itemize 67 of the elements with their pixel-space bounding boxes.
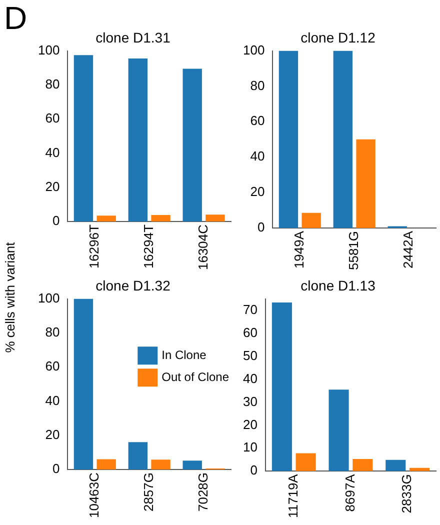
x-tick-label: 8697A (342, 474, 358, 512)
chart-title: clone D1.32 (96, 277, 171, 294)
bar (151, 460, 170, 470)
y-tick-label: 100 (38, 42, 60, 58)
x-tick-label: 1949A (291, 230, 306, 269)
chart-title: clone D1.12 (300, 29, 376, 46)
y-axis-title: % cells with variant (2, 241, 18, 355)
bar (272, 302, 292, 472)
x-tick-label: 16304C (195, 224, 210, 270)
bar (182, 68, 202, 222)
x-tick-label: 10463C (86, 472, 102, 518)
bar (96, 459, 116, 470)
x-tick-label: 2857G (140, 472, 156, 512)
y-tick-label: 30 (242, 394, 258, 409)
bar (182, 460, 202, 470)
y-tick-label: 20 (242, 416, 258, 432)
y-tick-label: 40 (250, 148, 265, 164)
y-tick-label: 100 (38, 290, 60, 306)
bar (206, 214, 225, 222)
bar (74, 55, 94, 222)
y-tick-label: 0 (250, 462, 258, 478)
y-tick-label: 40 (45, 392, 60, 408)
bar (386, 460, 406, 472)
y-tick-label: 70 (242, 302, 258, 317)
x-tick-label: 16294T (140, 224, 156, 269)
x-tick-label: 5581G (346, 230, 361, 270)
text: D (4, 0, 28, 36)
bar (151, 214, 170, 222)
y-tick-label: 40 (45, 144, 60, 160)
y-tick-label: 20 (45, 426, 60, 442)
y-tick-label: 60 (250, 113, 265, 128)
bar (352, 458, 373, 472)
y-tick-label: 10 (242, 440, 258, 455)
bar (409, 468, 430, 472)
chart-title: clone D1.13 (300, 277, 376, 294)
bar (296, 453, 316, 472)
y-tick-label: 0 (52, 213, 60, 228)
bar (128, 442, 148, 470)
bar (333, 50, 353, 228)
y-tick-label: 80 (250, 78, 265, 93)
bar (278, 50, 298, 228)
y-tick-label: 20 (45, 178, 60, 194)
y-tick-label: 60 (242, 324, 258, 340)
legend-label: In Clone (162, 348, 207, 362)
y-tick-label: 0 (257, 220, 265, 235)
y-tick-label: 60 (45, 358, 60, 374)
y-tick-label: 50 (242, 348, 258, 363)
x-tick-label: 7028G (195, 472, 210, 512)
y-tick-label: 20 (250, 184, 265, 200)
x-tick-label: 16296T (86, 224, 102, 269)
y-tick-label: 80 (45, 76, 60, 92)
x-tick-label: 11719A (285, 474, 300, 518)
chart-title: clone D1.31 (96, 29, 171, 46)
bar (96, 216, 116, 222)
bar (128, 58, 148, 222)
bar (74, 298, 94, 470)
bar (356, 139, 376, 228)
y-tick-label: 80 (45, 324, 60, 340)
y-tick-label: 40 (242, 370, 258, 386)
y-tick-label: 0 (52, 461, 60, 476)
x-tick-label: 2442A (400, 230, 416, 269)
bar (302, 212, 321, 228)
bar (328, 390, 349, 472)
x-tick-label: 2833G (399, 474, 414, 514)
y-tick-label: 100 (242, 42, 265, 58)
legend-label: Out of Clone (162, 370, 230, 384)
y-tick-label: 60 (45, 110, 60, 126)
